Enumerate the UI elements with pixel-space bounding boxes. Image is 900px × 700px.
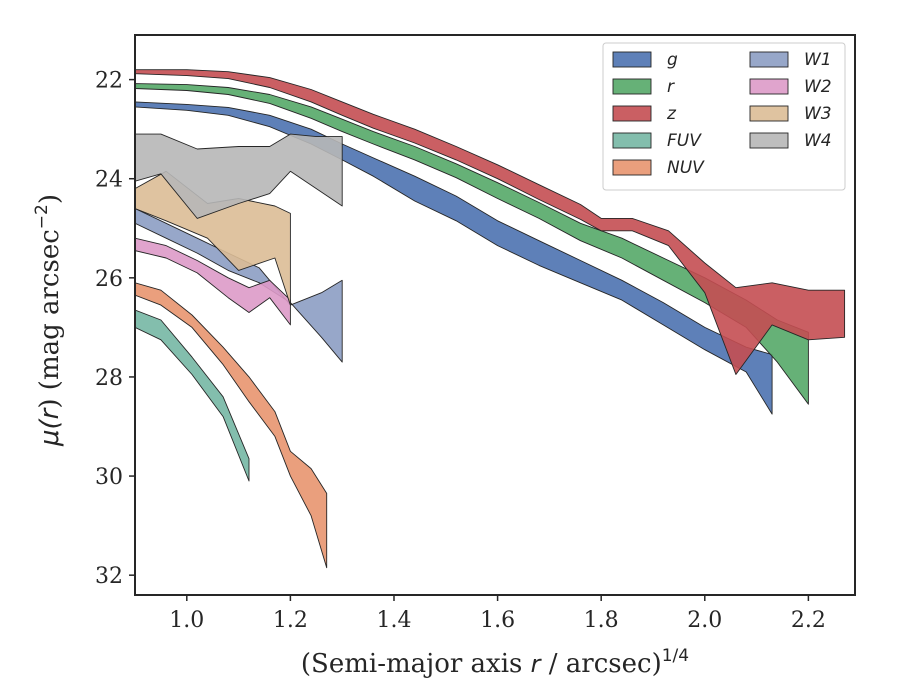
x-tick-label: 2.0 <box>687 608 722 633</box>
legend-label-nuv: NUV <box>667 158 705 178</box>
x-axis-label-suffix: / arcsec) <box>541 649 662 679</box>
y-tick-label: 32 <box>95 564 123 589</box>
legend-label-fuv: FUV <box>667 131 702 151</box>
legend-swatch-nuv <box>612 159 652 176</box>
x-tick-label: 1.6 <box>480 608 515 633</box>
profile-bands <box>135 69 846 569</box>
x-axis-label: (Semi-major axis r / arcsec)1/4 <box>301 646 689 679</box>
legend: grz FUV NUV W1 W2 W3 W4 <box>602 42 846 191</box>
x-axis-label-exponent: 1/4 <box>662 646 689 666</box>
x-tick-label: 1.0 <box>169 608 204 633</box>
legend-swatch-w2 <box>749 78 789 95</box>
y-axis-label-close: ) <box>35 194 65 204</box>
plot-frame <box>134 34 856 596</box>
y-axis-label: μ(r) (mag arcsec−2) <box>32 194 65 447</box>
legend-label-w1: W1 <box>804 50 832 70</box>
x-tick-label: 1.4 <box>376 608 411 633</box>
legend-swatch-w4 <box>749 132 789 149</box>
band-z <box>135 69 846 375</box>
x-tick-label: 1.8 <box>584 608 619 633</box>
legend-swatch-fuv <box>612 132 652 149</box>
y-tick-label: 30 <box>95 465 123 490</box>
x-axis-ticks: 1.0 1.2 1.4 1.6 1.8 2.0 2.2 <box>169 595 826 633</box>
legend-label-w3: W3 <box>804 104 832 124</box>
band-fuv <box>135 309 250 482</box>
legend-swatch-w3 <box>749 105 789 122</box>
x-tick-label: 2.2 <box>791 608 826 633</box>
y-axis-ticks: 22 24 26 28 30 32 <box>95 69 135 589</box>
band-r <box>135 83 809 405</box>
x-axis-label-var: r <box>531 650 543 678</box>
x-tick-label: 1.2 <box>273 608 308 633</box>
band-w2 <box>135 237 291 326</box>
legend-label-w2: W2 <box>804 77 832 97</box>
y-axis-label-mid: ) (mag arcsec <box>35 229 65 408</box>
legend-swatch-w1 <box>749 51 789 68</box>
y-axis-label-exponent: −2 <box>32 204 52 229</box>
y-axis-label-var: r <box>35 406 65 419</box>
x-axis-label-prefix: (Semi-major axis <box>301 649 531 679</box>
legend-label-g: g <box>667 50 678 70</box>
y-tick-label: 28 <box>95 366 123 391</box>
y-tick-label: 22 <box>95 69 123 94</box>
y-tick-label: 24 <box>95 168 123 193</box>
legend-label-z: z <box>666 104 677 124</box>
band-w4 <box>135 133 343 219</box>
legend-swatch-r <box>612 78 652 95</box>
legend-swatch-z <box>612 105 652 122</box>
legend-label-r: r <box>667 77 675 97</box>
legend-swatch-g <box>612 51 652 68</box>
band-nuv <box>135 282 328 569</box>
legend-label-w4: W4 <box>804 131 832 151</box>
y-axis-label-mu: μ( <box>35 417 65 447</box>
y-tick-label: 26 <box>95 267 123 292</box>
